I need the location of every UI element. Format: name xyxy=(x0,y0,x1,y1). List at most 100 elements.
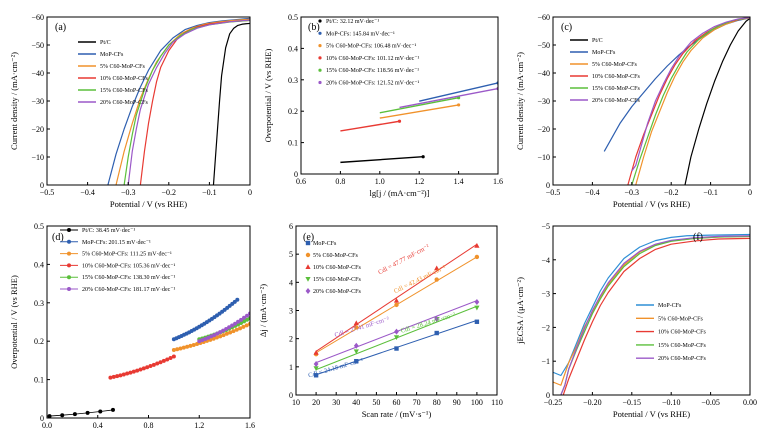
legend-label: 5% C60-MoP-CFs xyxy=(313,253,359,259)
data-point xyxy=(233,321,238,326)
series-line xyxy=(379,104,459,119)
data-point xyxy=(474,299,480,306)
fit-annotation: Cdl = 27.41 mF·cm⁻² xyxy=(334,316,390,339)
panel-e: 10 20 30 40 50 60 70 80 90 100 110 0 1 2 3 4 5 6 Scan rate… xyxy=(258,222,503,419)
plot-area xyxy=(313,242,480,378)
y-tick-label: −2 xyxy=(541,323,550,332)
legend-label: 10% C60-MoP-CFs xyxy=(313,265,362,271)
legend-swatch-marker xyxy=(67,251,71,256)
x-tick-label: 20 xyxy=(312,398,320,407)
y-tick-label: −10 xyxy=(31,153,44,162)
x-axis-label: Potential / V (vs RHE) xyxy=(613,199,690,209)
y-tick-label: −30 xyxy=(537,97,550,106)
data-point xyxy=(434,330,439,336)
x-tick-label: −0.2 xyxy=(162,188,177,197)
plot-frame xyxy=(552,16,751,186)
legend-label: Pt/C xyxy=(100,40,111,46)
data-point xyxy=(165,357,170,362)
data-point xyxy=(125,371,130,376)
data-point xyxy=(239,317,244,322)
data-point xyxy=(151,362,156,367)
series-line xyxy=(603,17,750,152)
x-tick-label: 30 xyxy=(332,398,340,407)
y-tick-label: −50 xyxy=(31,41,44,50)
series-line xyxy=(562,237,750,395)
data-point xyxy=(175,347,180,352)
x-tick-label: 1.0 xyxy=(375,177,385,186)
y-tick-label: −40 xyxy=(537,69,550,78)
legend-label: 5% C60-MoP-CFs xyxy=(658,316,704,322)
legend-label: 10% C60-MoP-CFs xyxy=(592,74,641,80)
x-tick-label: 60 xyxy=(393,398,401,407)
y-tick-label: −60 xyxy=(537,13,550,22)
x-tick-label: 100 xyxy=(471,398,483,407)
data-point xyxy=(72,412,77,417)
legend-label: 5% C60-MoP-CFs: 111.25 mV·dec⁻¹ xyxy=(82,252,172,258)
y-tick-label: 5 xyxy=(289,250,293,259)
y-tick-label: −60 xyxy=(31,13,44,22)
fit-annotation: Cdl = 47.77 mF·cm⁻² xyxy=(377,243,430,276)
y-axis-label: Current density / (mA·cm⁻²) xyxy=(515,52,525,150)
panel-label: (a) xyxy=(55,22,66,33)
x-tick-label: 0.0 xyxy=(42,421,52,430)
y-tick-label: 0.1 xyxy=(34,376,44,385)
y-tick-label: 0 xyxy=(40,181,44,190)
series-line xyxy=(212,22,250,185)
x-tick-label: −0.1 xyxy=(703,188,718,197)
series-line xyxy=(553,235,750,386)
data-point xyxy=(161,358,166,363)
data-point xyxy=(215,331,220,336)
data-point xyxy=(434,315,440,322)
x-tick-label: −0.5 xyxy=(546,188,561,197)
x-tick-label: −0.25 xyxy=(544,398,563,407)
series-line xyxy=(631,17,750,172)
x-tick-label: 10 xyxy=(292,398,300,407)
legend-swatch-marker xyxy=(67,275,71,280)
legend-label: 20% C60-MoP-CFs: 121.52 mV·dec⁻¹ xyxy=(326,81,420,87)
legend-label: MoP-CFs xyxy=(313,241,337,247)
data-point xyxy=(195,342,200,347)
x-tick-label: 1.2 xyxy=(194,421,204,430)
data-point xyxy=(218,330,223,335)
legend-swatch xyxy=(305,277,311,282)
legend-swatch xyxy=(318,19,322,23)
data-point xyxy=(110,407,115,412)
x-tick-label: 0.00 xyxy=(743,398,757,407)
legend-label: 15% C60-MoP-CFs: 138.30 mV·dec⁻¹ xyxy=(82,275,176,281)
y-axis-label: Current density / (mA·cm⁻²) xyxy=(9,52,19,150)
series-line xyxy=(379,97,459,114)
data-point xyxy=(241,324,246,329)
plot-frame xyxy=(552,225,751,396)
legend-label: 5% C60-MoP-CFs: 106.48 mV·dec⁻¹ xyxy=(326,44,417,50)
data-point xyxy=(47,414,52,418)
x-tick-label: 1.6 xyxy=(493,177,503,186)
x-tick-label: 70 xyxy=(413,398,421,407)
legend-swatch xyxy=(318,80,322,85)
panel-b: 0.6 0.8 1.0 1.2 1.4 1.6 0 0.1 0.2 0.3 0.4 0.5 lg[j /… xyxy=(263,13,503,198)
data-point xyxy=(138,367,143,372)
data-point xyxy=(188,343,193,348)
legend-swatch xyxy=(305,288,311,294)
data-point xyxy=(227,325,232,330)
y-tick-label: 6 xyxy=(289,222,293,231)
data-point xyxy=(221,328,226,333)
data-point xyxy=(221,333,226,338)
data-point xyxy=(474,254,480,260)
data-point xyxy=(185,344,190,349)
legend-swatch xyxy=(318,44,322,48)
series-line xyxy=(560,235,750,395)
legend-label: MoP-CFs xyxy=(658,303,682,309)
data-point xyxy=(209,334,214,339)
panel-a: −0.5 −0.4 −0.3 −0.2 −0.1 0 0 −10 −20 −30 −40 −50 −60… xyxy=(9,13,252,209)
x-tick-label: −0.4 xyxy=(585,188,600,197)
x-tick-label: −0.05 xyxy=(701,398,720,407)
y-tick-label: 1 xyxy=(289,363,293,372)
series-line xyxy=(635,17,750,185)
y-tick-label: −5 xyxy=(541,222,550,231)
data-point xyxy=(230,323,235,328)
x-tick-label: −0.2 xyxy=(664,188,679,197)
y-axis-label: Δj / (mA·cm⁻²) xyxy=(258,284,268,337)
data-point xyxy=(60,413,65,418)
plot-area xyxy=(107,17,250,185)
